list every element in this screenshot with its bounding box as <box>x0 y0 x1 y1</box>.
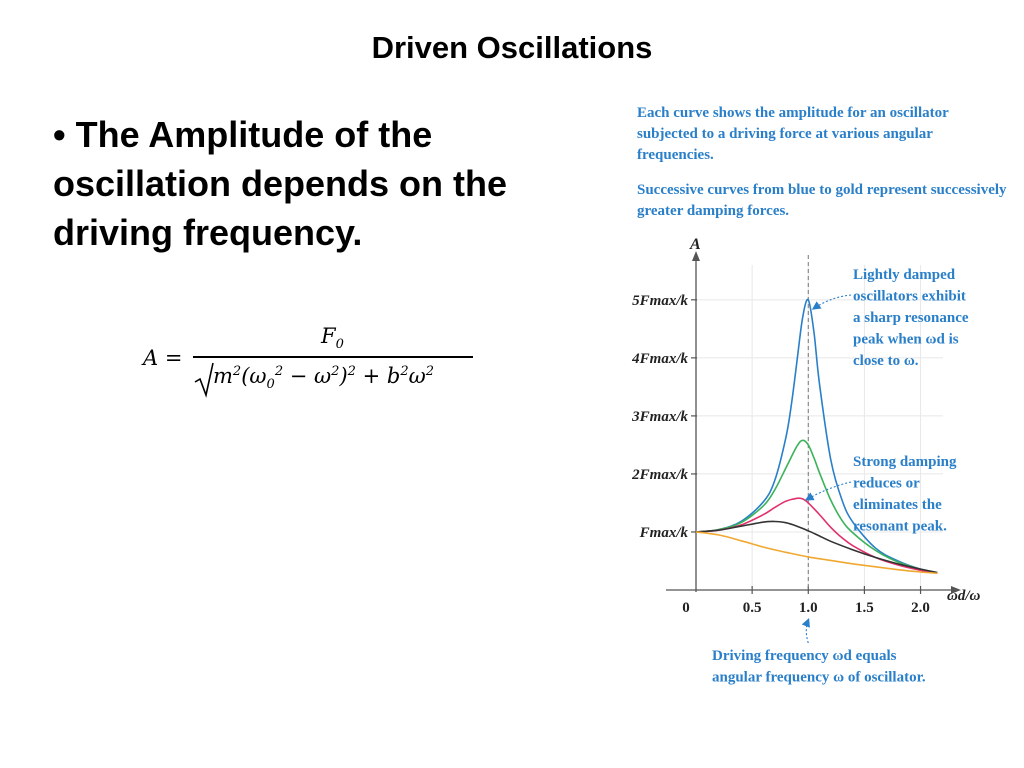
x-tick-label: 0.5 <box>743 600 762 616</box>
x-axis-label: ωd/ω <box>947 588 981 604</box>
series-line-2 <box>695 439 938 574</box>
caption-curves: Each curve shows the amplitude for an os… <box>637 105 949 163</box>
x-tick-label: 1.5 <box>855 600 874 616</box>
amplitude-formula: A = F0 m2(ω02 − ω2)2 + b2ω2 <box>143 322 488 402</box>
series-line-4 <box>695 520 938 574</box>
fraction-bar <box>193 356 473 358</box>
slide-title: Driven Oscillations <box>371 30 653 65</box>
series-line-1 <box>695 298 938 574</box>
y-tick-label: 5Fmax/k <box>632 293 688 309</box>
arrow-light-damping <box>811 294 852 310</box>
y-tick-label: Fmax/k <box>639 525 689 541</box>
y-tick-label: 3Fmax/k <box>631 409 688 425</box>
resonance-chart: Fmax/k 2Fmax/k 3Fmax/k 4Fmax/k 5Fmax/k 0 0.5 1.… <box>631 236 981 686</box>
y-axis-label: A <box>689 236 701 253</box>
x-tick-label: 2.0 <box>911 600 930 616</box>
sqrt-icon <box>194 362 214 398</box>
series-line-5 <box>695 531 938 574</box>
formula-lhs: A = <box>143 346 183 370</box>
y-tick-label: 4Fmax/k <box>631 351 688 367</box>
formula-denominator: m2(ω02 − ω2)2 + b2ω2 <box>193 362 473 398</box>
y-tick-label: 2Fmax/k <box>631 467 688 483</box>
formula-numerator: F0 <box>321 324 344 353</box>
x-tick-label: 1.0 <box>799 600 818 616</box>
bullet-text: • The Amplitude of the oscillation depen… <box>53 114 508 253</box>
figure-caption: Each curve shows the amplitude for an os… <box>637 103 1007 236</box>
x-axis-arrow <box>951 586 961 594</box>
caption-strong-damping: Strong damping reduces or eliminates the re… <box>853 454 957 535</box>
arrow-driving-frequency <box>801 617 810 644</box>
caption-light-damping: Lightly damped oscillators exhibit a sharp… <box>853 267 969 369</box>
caption-driving-frequency: Driving frequency ωd equals angular frequ… <box>712 648 926 686</box>
y-axis-arrow <box>692 251 700 261</box>
x-tick-label: 0 <box>682 600 690 616</box>
caption-damping: Successive curves from blue to gold repr… <box>637 182 1007 219</box>
